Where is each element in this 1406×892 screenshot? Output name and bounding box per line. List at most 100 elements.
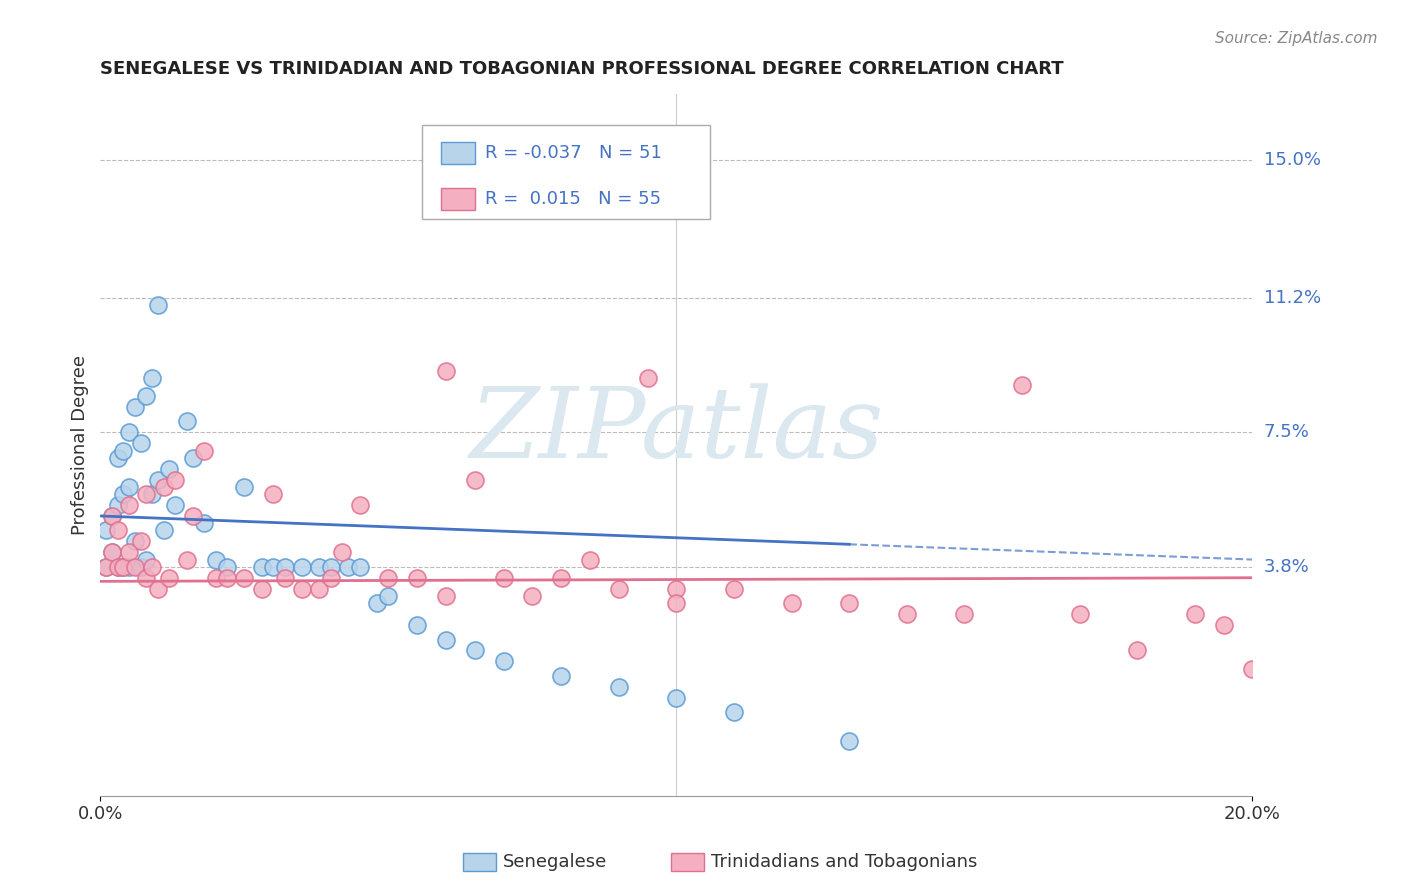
Text: ZIPatlas: ZIPatlas [470, 384, 883, 479]
Point [377, 589, 399, 603]
Point [723, 705, 745, 719]
Point [349, 559, 371, 574]
Point [896, 607, 918, 621]
Text: 11.2%: 11.2% [1264, 289, 1320, 307]
Point [723, 582, 745, 596]
Point [492, 571, 515, 585]
Point [112, 559, 135, 574]
Point [1212, 618, 1234, 632]
Point [308, 582, 330, 596]
Point [193, 443, 215, 458]
Point [165, 498, 187, 512]
Point [112, 559, 135, 574]
Point [141, 559, 163, 574]
Point [107, 498, 129, 512]
Point [101, 545, 124, 559]
Point [607, 582, 630, 596]
Point [204, 571, 226, 585]
Text: 7.5%: 7.5% [1264, 424, 1309, 442]
Point [406, 571, 429, 585]
Point [308, 559, 330, 574]
Point [550, 669, 572, 683]
Point [1069, 607, 1091, 621]
Point [101, 545, 124, 559]
Point [665, 596, 688, 610]
Text: 15.0%: 15.0% [1264, 151, 1320, 169]
Point [101, 508, 124, 523]
Point [107, 450, 129, 465]
Point [152, 524, 174, 538]
Text: Source: ZipAtlas.com: Source: ZipAtlas.com [1215, 31, 1378, 46]
Point [233, 571, 256, 585]
Point [135, 552, 157, 566]
Point [366, 596, 388, 610]
Text: Trinidadians and Tobagonians: Trinidadians and Tobagonians [711, 853, 977, 871]
Point [118, 559, 141, 574]
Point [262, 559, 284, 574]
Point [780, 596, 803, 610]
Point [273, 571, 295, 585]
Point [953, 607, 976, 621]
Point [250, 582, 273, 596]
Point [124, 559, 146, 574]
Point [118, 545, 141, 559]
Point [1126, 643, 1149, 657]
Point [204, 552, 226, 566]
Point [94, 559, 117, 574]
Point [273, 559, 295, 574]
Point [464, 473, 486, 487]
Point [141, 487, 163, 501]
Point [522, 589, 544, 603]
Point [94, 524, 117, 538]
Point [165, 473, 187, 487]
Point [141, 371, 163, 385]
Point [1184, 607, 1206, 621]
Point [377, 571, 399, 585]
Point [129, 534, 152, 549]
Point [250, 559, 273, 574]
Text: R = -0.037   N = 51: R = -0.037 N = 51 [485, 145, 662, 162]
Point [291, 582, 314, 596]
Point [337, 559, 360, 574]
Point [146, 298, 169, 312]
Point [101, 508, 124, 523]
Text: Senegalese: Senegalese [503, 853, 607, 871]
Text: R =  0.015   N = 55: R = 0.015 N = 55 [485, 190, 661, 208]
Point [233, 480, 256, 494]
Point [434, 363, 457, 377]
Point [262, 487, 284, 501]
Point [838, 596, 860, 610]
Point [319, 559, 342, 574]
Point [176, 415, 198, 429]
Point [579, 552, 602, 566]
Point [665, 690, 688, 705]
Point [181, 450, 204, 465]
Point [124, 400, 146, 414]
Point [1011, 378, 1033, 392]
Text: SENEGALESE VS TRINIDADIAN AND TOBAGONIAN PROFESSIONAL DEGREE CORRELATION CHART: SENEGALESE VS TRINIDADIAN AND TOBAGONIAN… [100, 60, 1064, 78]
Point [118, 498, 141, 512]
Point [1241, 662, 1264, 676]
Point [112, 443, 135, 458]
Point [129, 559, 152, 574]
Point [107, 559, 129, 574]
Point [838, 734, 860, 748]
Point [94, 559, 117, 574]
Point [464, 643, 486, 657]
Text: 3.8%: 3.8% [1264, 558, 1309, 576]
Point [550, 571, 572, 585]
Point [135, 487, 157, 501]
Y-axis label: Professional Degree: Professional Degree [72, 355, 89, 535]
Point [217, 571, 239, 585]
Point [434, 632, 457, 647]
Point [159, 461, 181, 475]
Point [349, 498, 371, 512]
Point [291, 559, 314, 574]
Point [118, 425, 141, 440]
Point [129, 436, 152, 450]
Point [107, 524, 129, 538]
Point [146, 582, 169, 596]
Point [492, 654, 515, 668]
Point [217, 559, 239, 574]
Point [434, 589, 457, 603]
